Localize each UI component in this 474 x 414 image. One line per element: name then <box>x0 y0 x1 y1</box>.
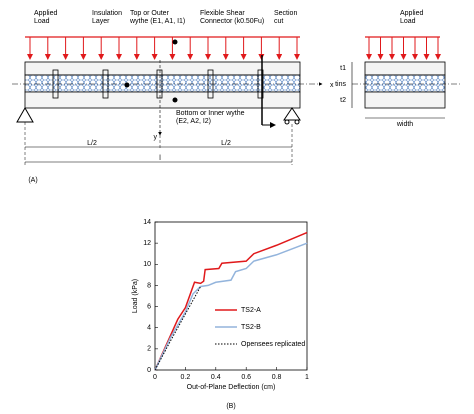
dim-label: l <box>159 155 161 162</box>
y-label: y <box>154 134 158 141</box>
x-tick-label: 0.2 <box>181 374 191 381</box>
x-label: x <box>330 82 334 89</box>
load-arrows <box>27 37 300 60</box>
bottom-wythe <box>24 91 301 109</box>
legend-label: TS2-A <box>241 307 261 314</box>
x-tick-label: 0.4 <box>211 374 221 381</box>
annotation: Flexible Shear Connector (k0.50Fu) <box>200 10 265 25</box>
y-tick-label: 4 <box>147 325 151 332</box>
dimension-lines <box>25 146 292 163</box>
x-tick-label: 0.6 <box>241 374 251 381</box>
section-diagram <box>351 36 460 119</box>
insulation-layer <box>24 74 301 93</box>
centroid <box>124 82 130 88</box>
beam-diagram <box>12 36 323 165</box>
series-line <box>154 231 308 371</box>
centroid <box>172 97 178 103</box>
annotation: Applied Load <box>34 10 58 25</box>
annotation: Insulation Layer <box>92 10 122 25</box>
y-tick-label: 0 <box>147 367 151 374</box>
y-tick-label: 14 <box>143 219 151 226</box>
dim-label: width <box>396 121 413 128</box>
connectors <box>52 69 264 99</box>
dim-label: tins <box>335 81 346 88</box>
annotation: Applied Load <box>400 10 424 25</box>
centroid <box>172 39 178 45</box>
x-tick-label: 1 <box>305 374 309 381</box>
series-line <box>154 242 308 371</box>
legend-label: Opensees replicated <box>241 341 305 348</box>
dim-label: t2 <box>340 97 346 104</box>
annotation: Top or Outer wythe (E1, A1, I1) <box>130 10 186 25</box>
panel-label: (A) <box>28 177 37 184</box>
y-tick-label: 10 <box>143 261 151 268</box>
y-tick-label: 6 <box>147 303 151 310</box>
support-pin <box>16 106 34 123</box>
y-tick-label: 8 <box>147 282 151 289</box>
plot-frame <box>154 221 308 371</box>
annotation: Section cut <box>274 10 298 25</box>
panel-label: (B) <box>226 403 235 410</box>
dim-label: L/2 <box>221 140 231 147</box>
legend-label: TS2-B <box>241 324 261 331</box>
support-roller <box>283 107 301 121</box>
x-tick-label: 0 <box>153 374 157 381</box>
dim-label: t1 <box>340 65 346 72</box>
y-axis-title: Load (kPa) <box>132 279 139 313</box>
dimension-guides <box>24 122 293 165</box>
y-tick-label: 2 <box>147 346 151 353</box>
x-axis-title: Out-of-Plane Deflection (cm) <box>187 384 276 391</box>
load-arrows <box>366 37 441 60</box>
x-tick-label: 0.8 <box>272 374 282 381</box>
top-wythe <box>24 61 301 76</box>
dim-label: L/2 <box>87 140 97 147</box>
series-line <box>154 286 202 371</box>
annotation: Bottom or Inner wythe (E2, A2, I2) <box>176 110 245 125</box>
y-tick-label: 12 <box>143 240 151 247</box>
